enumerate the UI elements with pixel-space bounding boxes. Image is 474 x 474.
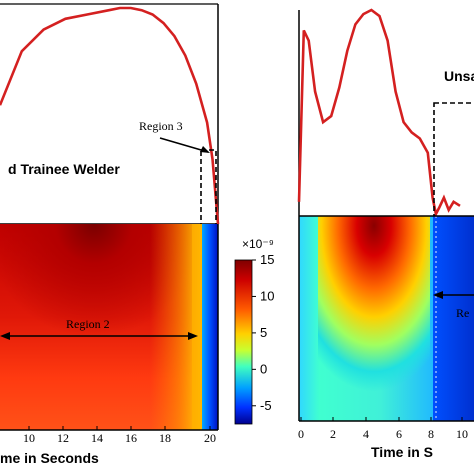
colorbar-tick-label: 0 [260,361,267,376]
right-x-tick-label: 0 [298,427,304,441]
left-x-label: me in Seconds [0,450,99,466]
right-heatmap-overlay: Re 0 2 4 6 8 10 Time in S [298,215,474,460]
colorbar-exponent: ×10⁻⁹ [242,237,274,251]
left-series-line [0,6,220,225]
left-x-tick-label: 20 [204,431,216,445]
colorbar-tick-label: -5 [260,398,272,413]
region3-arrow [159,137,209,153]
right-x-tick-label: 4 [363,427,369,441]
right-annotation-title: Unsa [444,68,474,84]
colorbar-tick-label: 10 [260,288,274,303]
colorbar-tick-label: 5 [260,325,267,340]
left-x-tick-label: 10 [23,431,35,445]
right-x-label: Time in S [371,444,433,460]
left-x-tick-label: 14 [91,431,103,445]
left-heatmap-blue-edge [202,224,218,430]
colorbar-tick-label: 15 [260,252,274,267]
region2-label: Region 2 [66,317,110,331]
right-region-label: Re [456,306,469,320]
left-heatmap [0,224,218,430]
right-heatmap [299,216,474,421]
left-heatmap-overlay: Region 2 10 12 14 16 18 20 me in Seconds [0,224,219,466]
right-region-arrowhead [433,291,443,299]
right-x-ticks: 0 2 4 6 8 10 [298,417,468,441]
left-x-tick-label: 16 [125,431,137,445]
region2-arrowhead-right [188,332,198,340]
colorbar-gradient [234,259,253,425]
colorbar-ticks: 15 10 5 0 -5 [252,252,274,413]
left-x-tick-label: 12 [57,431,69,445]
right-series-line [297,8,461,218]
region3-label: Region 3 [139,119,183,133]
right-x-tick-label: 8 [428,427,434,441]
right-x-tick-label: 10 [456,427,468,441]
region3-arrowhead [200,146,210,153]
right-heatmap-blue-region [433,216,474,421]
right-x-tick-label: 6 [396,427,402,441]
left-x-ticks: 10 12 14 16 18 20 [23,426,216,445]
left-annotation-title: d Trainee Welder [8,161,120,177]
region2-arrowhead-left [0,332,10,340]
left-x-tick-label: 18 [159,431,171,445]
right-x-tick-label: 2 [330,427,336,441]
colorbar: 15 10 5 0 -5 ×10⁻⁹ [234,237,274,425]
